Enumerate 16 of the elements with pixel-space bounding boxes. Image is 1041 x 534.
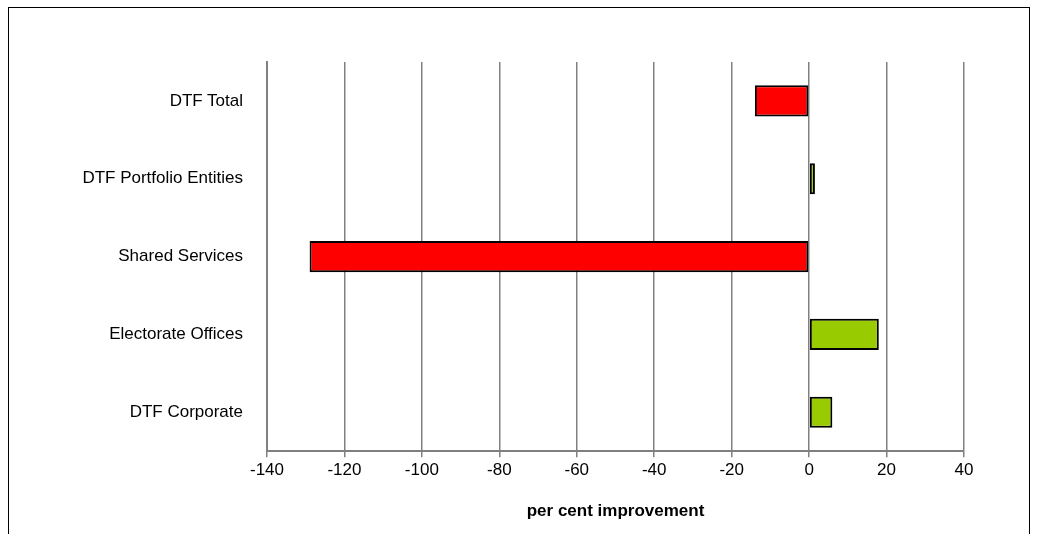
y-tick-label: DTF Corporate — [129, 401, 243, 421]
y-tick-label: Shared Services — [118, 246, 243, 266]
y-tick-label: DTF Portfolio Entities — [82, 168, 243, 188]
x-tick-label: -20 — [719, 460, 744, 480]
x-tick-label: -40 — [641, 460, 667, 480]
x-tick-label: 40 — [954, 460, 974, 480]
x-tick-label: -80 — [487, 460, 512, 480]
y-tick-label: Electorate Offices — [109, 324, 243, 344]
x-tick-label: -140 — [249, 460, 285, 480]
x-tick-label: -60 — [564, 460, 590, 480]
x-tick-label: 20 — [877, 460, 897, 480]
y-tick-label: DTF Total — [169, 90, 243, 110]
x-tick-label: -120 — [327, 460, 362, 480]
x-tick-label: 0 — [804, 460, 814, 480]
x-tick-label: -100 — [404, 460, 439, 480]
x-axis-title: per cent improvement — [526, 501, 705, 521]
